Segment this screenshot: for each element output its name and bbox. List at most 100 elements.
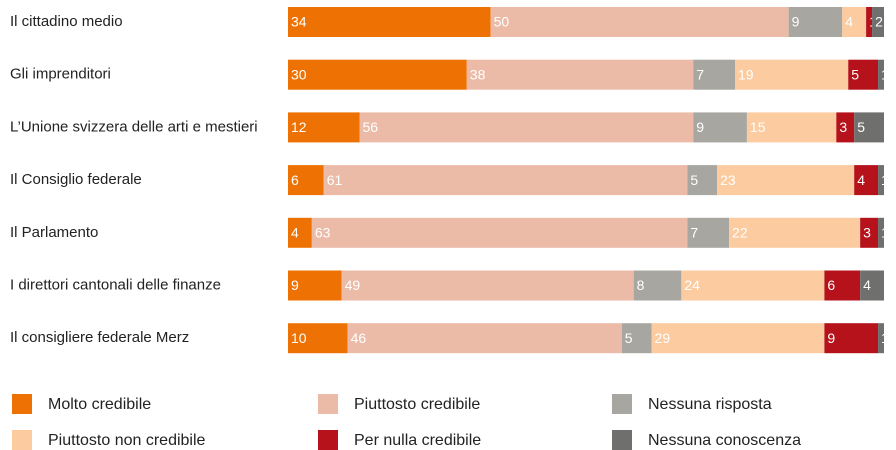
bar-segment (288, 323, 348, 354)
value-label: 9 (792, 14, 800, 30)
value-label: 1 (881, 172, 889, 188)
legend-swatch (12, 430, 32, 450)
bar-segment (288, 59, 467, 90)
value-label: 50 (494, 14, 510, 30)
bar-segment (693, 59, 735, 90)
bar-segment (288, 112, 360, 143)
value-label: 9 (696, 119, 704, 135)
value-label: 5 (851, 66, 859, 82)
bar-segment (681, 270, 825, 301)
value-label: 8 (637, 277, 645, 293)
value-label: 1 (881, 225, 889, 241)
value-label: 5 (625, 330, 633, 346)
value-label: 34 (291, 14, 307, 30)
legend-swatch (612, 394, 632, 414)
bar-segment (288, 165, 324, 196)
value-label: 12 (291, 119, 307, 135)
category-label: Il consigliere federale Merz (10, 329, 189, 346)
bar-segment (854, 165, 879, 196)
value-label: 4 (863, 277, 871, 293)
bar-segment (311, 217, 688, 248)
value-label: 29 (655, 330, 671, 346)
bar-segment (878, 165, 884, 196)
bar-segment (878, 217, 884, 248)
value-label: 3 (863, 225, 871, 241)
legend-swatch (318, 430, 338, 450)
bar-segment (288, 217, 312, 248)
bar-segment (824, 323, 879, 354)
bar-segment (842, 7, 867, 37)
bar-segment (341, 270, 634, 301)
bar-segment (878, 59, 884, 90)
bar-segment (836, 112, 855, 143)
legend-label: Nessuna conoscenza (648, 432, 801, 449)
value-label: 15 (750, 119, 766, 135)
legend-swatch (318, 394, 338, 414)
category-label: L’Unione svizzera delle arti e mestieri (10, 118, 258, 135)
bar-segment (872, 7, 884, 37)
category-label: Il Parlamento (10, 224, 98, 241)
bar-segment (729, 217, 861, 248)
value-label: 23 (720, 172, 736, 188)
legend-label: Per nulla credibile (354, 432, 481, 449)
value-label: 24 (684, 277, 700, 293)
bar-segment (746, 112, 837, 143)
bar-segment (735, 59, 849, 90)
value-label: 5 (857, 119, 865, 135)
value-label: 19 (738, 66, 754, 82)
legend-swatch (12, 394, 32, 414)
legend-label: Piuttosto non credibile (48, 432, 206, 449)
bar-segment (359, 112, 694, 143)
value-label: 6 (827, 277, 835, 293)
value-label: 63 (315, 225, 331, 241)
bar-segment (466, 59, 694, 90)
bar-segment (490, 7, 789, 37)
legend-label: Nessuna risposta (648, 396, 772, 413)
category-label: Il Consiglio federale (10, 171, 142, 188)
bar-segment (621, 323, 652, 354)
legend-swatch (612, 430, 632, 450)
value-label: 61 (327, 172, 343, 188)
value-label: 46 (351, 330, 367, 346)
bar-segment (323, 165, 688, 196)
bar-segment (687, 217, 730, 248)
category-label: I direttori cantonali delle finanze (10, 276, 221, 293)
value-label: 5 (690, 172, 698, 188)
bar-segment (717, 165, 855, 196)
value-label: 38 (470, 66, 486, 82)
value-label: 56 (363, 119, 379, 135)
bar-segment (633, 270, 682, 301)
value-label: 1 (881, 330, 889, 346)
bar-segment (860, 217, 879, 248)
category-label: Gli imprenditori (10, 66, 111, 83)
value-label: 9 (827, 330, 835, 346)
value-label: 6 (291, 172, 299, 188)
value-label: 22 (732, 225, 748, 241)
bar-segment (288, 270, 342, 301)
category-label: Il cittadino medio (10, 13, 123, 30)
bar-segment (651, 323, 825, 354)
value-label: 30 (291, 66, 307, 82)
value-label: 4 (291, 225, 299, 241)
value-label: 2 (875, 14, 883, 30)
value-label: 49 (345, 277, 361, 293)
value-label: 7 (696, 66, 704, 82)
value-label: 4 (857, 172, 865, 188)
bar-segment (693, 112, 747, 143)
bar-segment (848, 59, 879, 90)
value-label: 7 (690, 225, 698, 241)
bar-segment (288, 7, 491, 37)
value-label: 1 (881, 66, 889, 82)
legend-label: Piuttosto credibile (354, 396, 480, 413)
bar-segment (687, 165, 718, 196)
bar-segment (824, 270, 861, 301)
bar-segment (866, 7, 873, 37)
bar-segment (854, 112, 884, 143)
value-label: 9 (291, 277, 299, 293)
bar-segment (788, 7, 843, 37)
value-label: 4 (845, 14, 853, 30)
bar-segment (860, 270, 884, 301)
bar-segment (878, 323, 884, 354)
bar-segment (347, 323, 622, 354)
